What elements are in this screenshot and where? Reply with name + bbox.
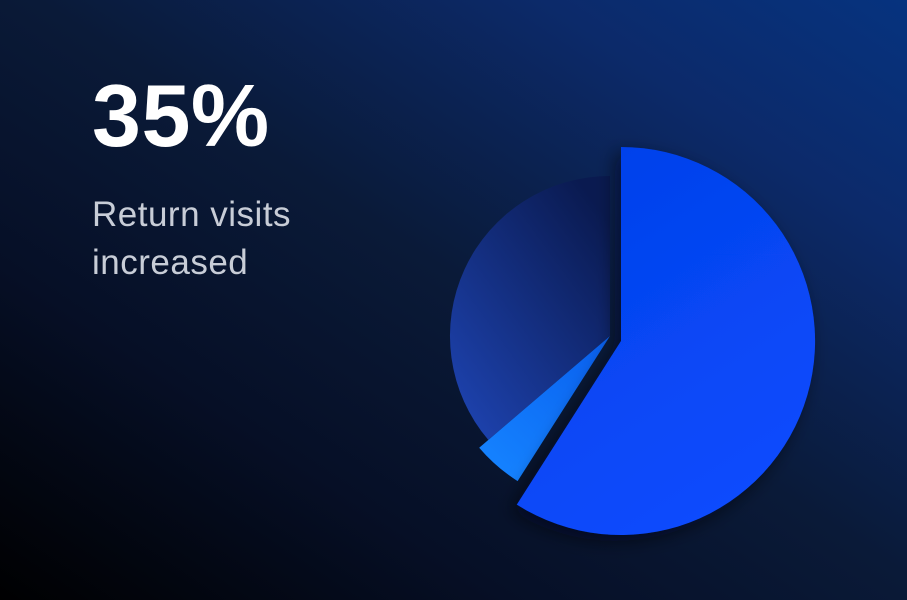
stat-block: 35% Return visits increased — [92, 72, 392, 287]
remainder-slice — [449, 176, 610, 440]
stat-value: 35% — [92, 66, 270, 165]
main-slice — [516, 146, 816, 535]
stat-label: Return visits increased — [92, 195, 292, 282]
small-slice — [479, 336, 610, 482]
